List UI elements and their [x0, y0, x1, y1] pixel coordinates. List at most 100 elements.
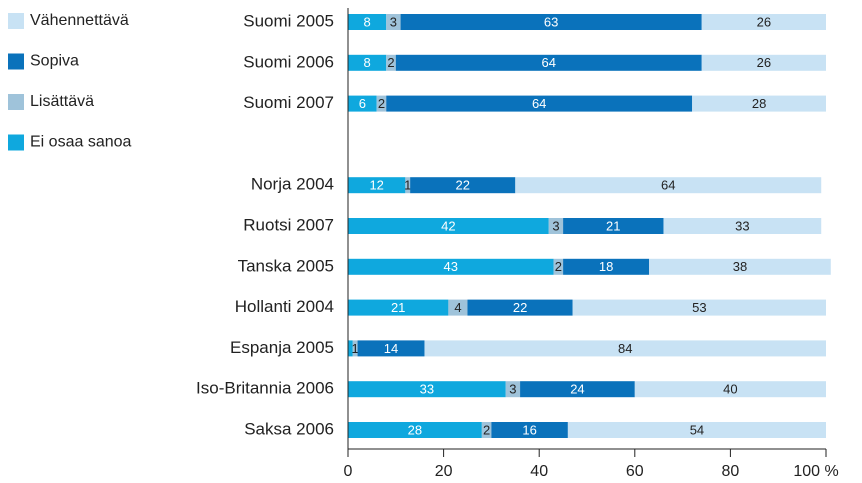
data-label: 2	[378, 96, 385, 111]
bar-segment	[572, 299, 826, 316]
data-label: 21	[606, 218, 620, 233]
bar-segment	[400, 14, 702, 30]
bar-segment	[467, 299, 573, 316]
x-tick-label: 100 %	[793, 463, 838, 480]
bar-segment	[395, 54, 702, 71]
bar-segment	[410, 177, 516, 194]
bar-segment	[505, 381, 521, 398]
bar-segment	[567, 422, 826, 438]
x-tick-label: 0	[344, 463, 353, 480]
bar-segment	[348, 218, 549, 234]
data-label: 22	[455, 178, 469, 193]
data-label: 33	[420, 382, 434, 397]
data-label: 22	[513, 300, 527, 315]
data-label: 2	[483, 422, 490, 437]
bar-segment	[692, 95, 826, 112]
data-label: 43	[444, 259, 458, 274]
y-tick-label: Hollanti 2004	[235, 297, 334, 316]
data-label: 64	[542, 55, 556, 70]
data-label: 14	[384, 341, 398, 356]
y-tick-label: Suomi 2005	[243, 11, 334, 30]
x-tick-label: 20	[435, 463, 453, 480]
data-label: 53	[692, 300, 706, 315]
x-tick-label: 80	[722, 463, 740, 480]
bar-segment	[520, 381, 635, 398]
bar-segment	[348, 14, 387, 30]
bar-segment	[357, 340, 425, 357]
bar-segment	[701, 54, 826, 71]
data-label: 12	[369, 178, 383, 193]
data-label: 40	[723, 382, 737, 397]
data-label: 28	[752, 96, 766, 111]
data-label: 1	[404, 178, 411, 193]
bar-segment	[348, 340, 353, 357]
bar-segment	[448, 299, 468, 316]
data-label: 38	[733, 259, 747, 274]
y-tick-label: Espanja 2005	[230, 338, 334, 357]
data-label: 6	[359, 96, 366, 111]
legend-swatch	[8, 94, 24, 110]
bar-segment	[515, 177, 822, 194]
y-tick-label: Iso-Britannia 2006	[196, 379, 334, 398]
y-tick-label: Suomi 2007	[243, 93, 334, 112]
legend-swatch	[8, 13, 24, 29]
legend-swatch	[8, 53, 24, 70]
bar-segment	[348, 299, 449, 316]
bar-segment	[663, 218, 822, 234]
bar-segment	[348, 177, 406, 194]
data-label: 24	[570, 382, 584, 397]
data-label: 3	[552, 218, 559, 233]
data-label: 3	[390, 14, 397, 29]
bar-segment	[386, 95, 693, 112]
bar-segment	[701, 14, 826, 30]
bar-segment	[376, 95, 387, 112]
data-label: 26	[757, 14, 771, 29]
y-tick-label: Saksa 2006	[244, 419, 334, 438]
data-label: 8	[364, 14, 371, 29]
bar-segment	[649, 258, 831, 275]
bar-segment	[386, 14, 401, 30]
data-label: 1	[352, 341, 359, 356]
data-label: 8	[364, 55, 371, 70]
bar-segment	[491, 422, 568, 438]
bar-segment	[348, 54, 387, 71]
bar-segment	[348, 95, 377, 112]
x-tick-label: 40	[530, 463, 548, 480]
data-label: 26	[757, 55, 771, 70]
bar-segment	[348, 258, 554, 275]
data-label: 4	[454, 300, 461, 315]
legend-label: Vähennettävä	[30, 12, 129, 29]
y-tick-label: Norja 2004	[251, 175, 334, 194]
bar-segment	[563, 218, 664, 234]
y-tick-label: Ruotsi 2007	[243, 215, 334, 234]
bar-segment	[405, 177, 411, 194]
data-label: 3	[509, 382, 516, 397]
x-tick-label: 60	[626, 463, 644, 480]
data-label: 18	[599, 259, 613, 274]
bar-segment	[563, 258, 650, 275]
bar-segment	[481, 422, 492, 438]
bar-segment	[386, 54, 396, 71]
bar-segment	[348, 422, 482, 438]
data-label: 2	[555, 259, 562, 274]
legend-label: Sopiva	[30, 53, 79, 70]
data-label: 54	[690, 422, 704, 437]
data-label: 64	[532, 96, 546, 111]
data-label: 16	[522, 422, 536, 437]
data-label: 64	[661, 178, 675, 193]
data-label: 28	[408, 422, 422, 437]
y-tick-label: Tanska 2005	[238, 256, 334, 275]
data-label: 63	[544, 14, 558, 29]
data-label: 42	[441, 218, 455, 233]
legend-label: Lisättävä	[30, 93, 94, 110]
legend-label: Ei osaa sanoa	[30, 134, 132, 151]
bar-segment	[348, 381, 506, 398]
legend-swatch	[8, 134, 24, 151]
data-label: 21	[391, 300, 405, 315]
data-label: 33	[735, 218, 749, 233]
data-label: 2	[387, 55, 394, 70]
bar-segment	[424, 340, 826, 357]
bar-segment	[634, 381, 826, 398]
bar-segment	[553, 258, 564, 275]
